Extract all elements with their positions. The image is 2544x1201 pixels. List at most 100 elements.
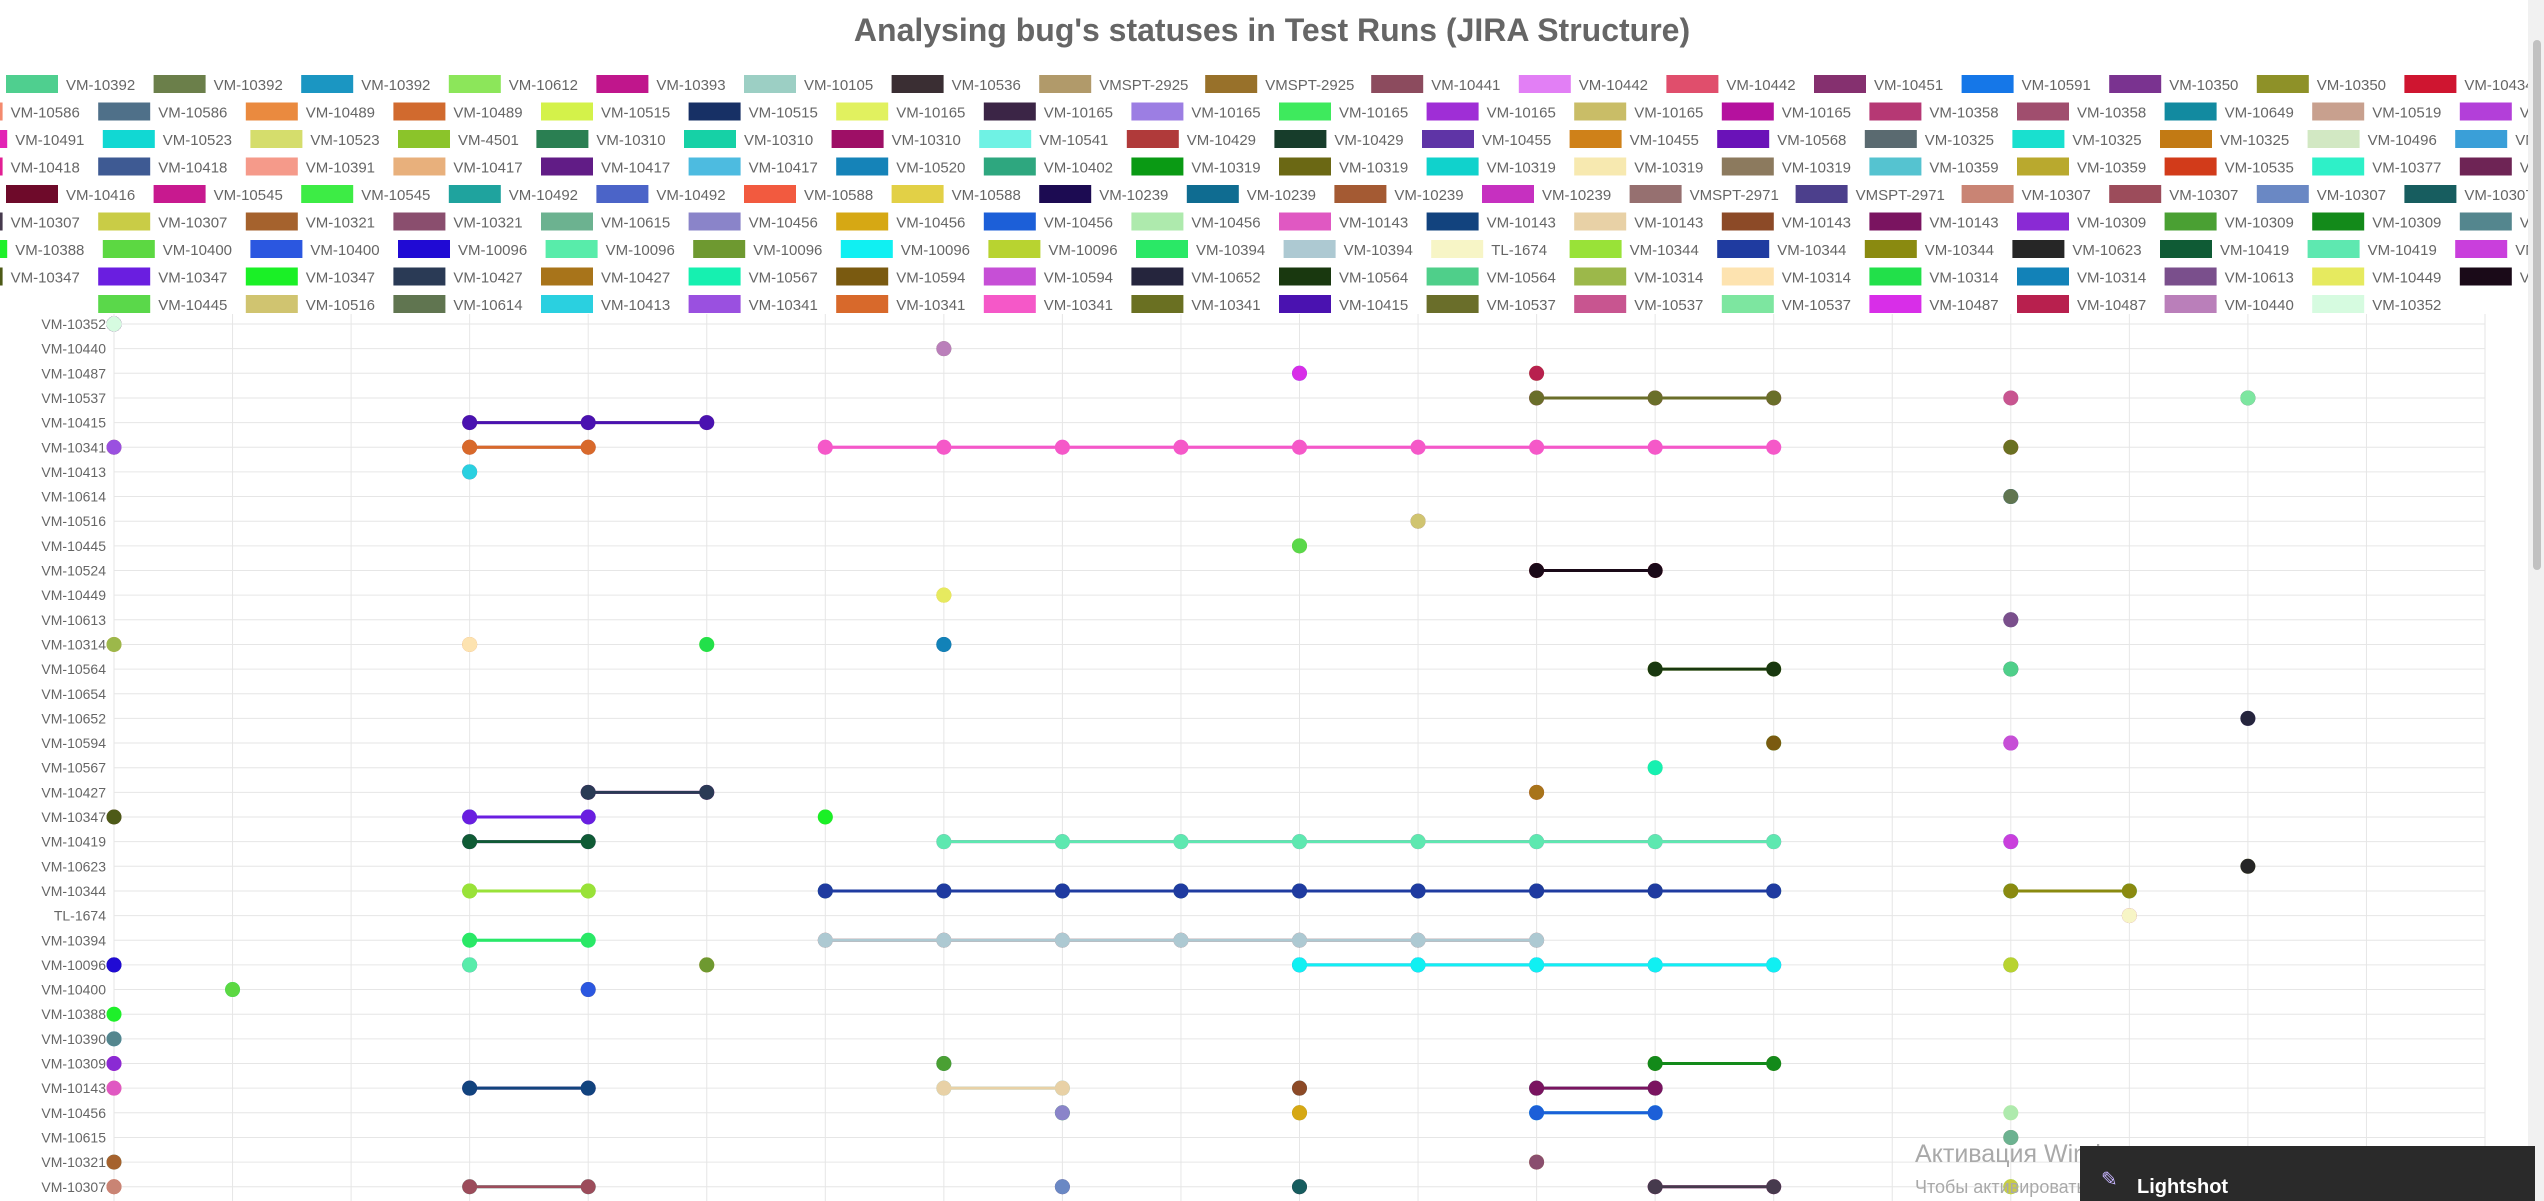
legend-label: VM-10519	[2372, 105, 2441, 122]
data-point	[817, 439, 833, 455]
legend-label: TL-1674	[1491, 242, 1547, 259]
legend-swatch	[836, 102, 889, 121]
legend-swatch	[1422, 130, 1474, 148]
legend-swatch	[2455, 130, 2508, 148]
legend-swatch	[1426, 295, 1479, 313]
legend-label: VM-10537	[1634, 297, 1703, 314]
legend-label: VM-10536	[952, 77, 1021, 94]
y-tick-label: VM-10388	[41, 1006, 106, 1022]
legend-swatch	[1131, 267, 1184, 286]
legend-label: VM-10492	[509, 187, 578, 204]
legend-label: VM-10309	[2372, 215, 2441, 232]
legend-swatch	[688, 212, 741, 231]
legend-label: VM-10564	[1339, 270, 1408, 287]
data-point	[462, 1179, 478, 1195]
legend-label: VM-10143	[1487, 215, 1556, 232]
legend-label: VM-10143	[1339, 215, 1408, 232]
y-tick-label: VM-10347	[41, 809, 106, 825]
legend-swatch	[744, 185, 796, 203]
legend-swatch	[688, 295, 741, 313]
data-point	[936, 834, 952, 850]
legend-label: VM-10445	[158, 297, 227, 314]
legend-label: VM-10165	[1339, 105, 1408, 122]
legend-label: VM-10515	[749, 105, 818, 122]
legend-swatch	[2164, 102, 2217, 121]
legend-label: VMSPT-2925	[1099, 77, 1188, 94]
legend-swatch	[1574, 267, 1627, 286]
legend-swatch	[1426, 157, 1479, 176]
legend-swatch	[983, 267, 1036, 286]
data-point	[699, 415, 715, 431]
legend-label: VM-10388	[15, 242, 84, 259]
y-tick-label: VM-10537	[41, 390, 106, 406]
legend-label: VM-10427	[601, 270, 670, 287]
data-point	[1647, 760, 1663, 776]
legend-swatch	[1721, 295, 1774, 313]
y-tick-label: VM-10307	[41, 1179, 106, 1195]
legend-label: VM-10455	[1630, 132, 1699, 149]
data-point	[462, 932, 478, 948]
lightshot-label[interactable]: Lightshot	[2137, 1176, 2229, 1198]
lightshot-panel[interactable]	[2080, 1146, 2535, 1201]
legend-swatch	[2017, 295, 2069, 313]
legend-swatch	[2404, 185, 2457, 203]
legend-label: VM-10314	[1782, 270, 1851, 287]
data-point	[936, 587, 952, 603]
y-tick-label: VM-10445	[41, 538, 106, 554]
legend-swatch	[245, 102, 298, 121]
legend-label: VM-10314	[1929, 270, 1998, 287]
legend-label: VM-10427	[453, 270, 522, 287]
legend-swatch	[2307, 240, 2360, 258]
legend-label: VM-10394	[1196, 242, 1265, 259]
legend-label: VM-10545	[214, 187, 283, 204]
legend-swatch	[1279, 295, 1331, 313]
data-point	[1647, 1179, 1663, 1195]
legend-swatch	[1039, 185, 1092, 203]
data-point	[1292, 538, 1307, 554]
data-point	[817, 932, 833, 948]
legend-swatch	[688, 102, 741, 121]
data-point	[1529, 932, 1545, 948]
legend-label: VM-10391	[306, 160, 375, 177]
legend-label: VM-10341	[749, 297, 818, 314]
y-tick-label: VM-10652	[41, 710, 106, 726]
y-tick-label: VM-10314	[41, 636, 106, 652]
legend-label: VM-10491	[15, 132, 84, 149]
data-point	[1292, 1080, 1307, 1096]
data-point	[2240, 710, 2256, 726]
y-tick-label: VM-10487	[41, 365, 106, 381]
data-point	[1529, 1105, 1545, 1121]
legend-swatch	[0, 157, 3, 176]
legend-swatch	[393, 157, 446, 176]
legend-swatch	[2459, 212, 2512, 231]
legend-label: VM-10358	[1929, 105, 1998, 122]
data-point	[1529, 365, 1545, 381]
data-point	[1766, 661, 1782, 677]
legend-swatch	[1814, 75, 1866, 93]
legend-label: VM-10392	[66, 77, 135, 94]
y-tick-label: VM-10400	[41, 982, 106, 998]
legend-swatch	[983, 102, 1036, 121]
legend-label: VM-10307	[2464, 187, 2528, 204]
legend-label: VM-10516	[306, 297, 375, 314]
legend-swatch	[1717, 240, 1770, 258]
legend-label: VM-10496	[2515, 132, 2528, 149]
scrollbar-thumb[interactable]	[2533, 40, 2541, 570]
legend-swatch	[2459, 102, 2512, 121]
y-tick-label: VM-10440	[41, 341, 106, 357]
data-point	[1292, 834, 1307, 850]
legend-swatch	[1574, 157, 1627, 176]
data-point	[1292, 439, 1307, 455]
y-tick-label: VM-10456	[41, 1105, 106, 1121]
legend-label: VM-10377	[2372, 160, 2441, 177]
legend-swatch	[2404, 75, 2457, 93]
y-tick-label: VM-10524	[41, 563, 106, 579]
legend-label: VM-10307	[2022, 187, 2091, 204]
legend-label: VM-10347	[158, 270, 227, 287]
legend-swatch	[2459, 267, 2512, 286]
y-tick-label: VM-10415	[41, 415, 106, 431]
legend-swatch	[153, 75, 206, 93]
legend-swatch	[98, 212, 151, 231]
data-point	[1529, 1080, 1545, 1096]
data-point	[1410, 932, 1426, 948]
